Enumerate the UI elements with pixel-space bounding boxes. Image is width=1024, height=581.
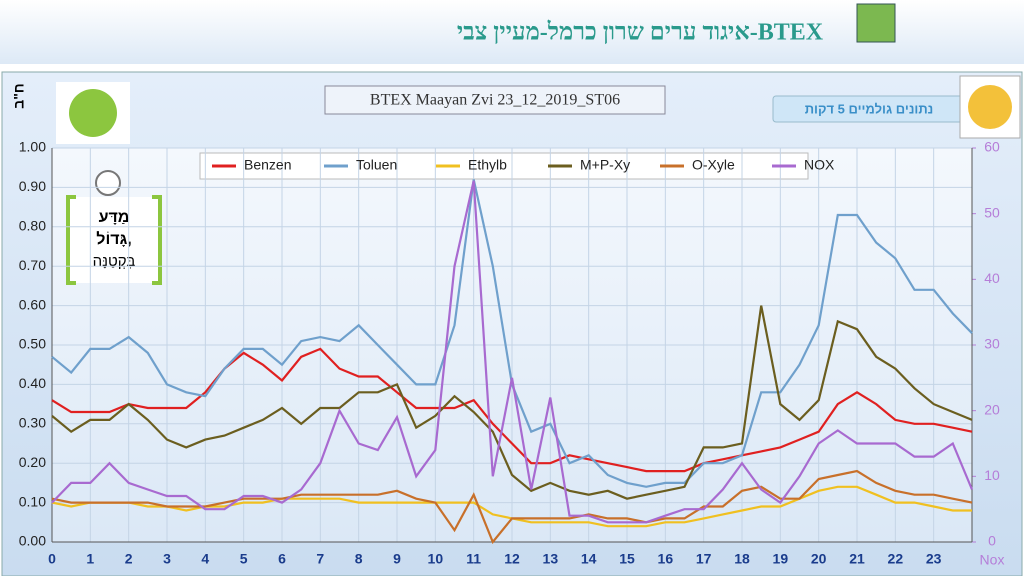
- x-tick-label: 14: [581, 551, 597, 567]
- y-tick-label: 0.50: [19, 336, 46, 352]
- x-tick-label: 3: [163, 551, 171, 567]
- x-tick-label: 0: [48, 551, 56, 567]
- x-tick-label: 10: [428, 551, 444, 567]
- title-box: [324, 85, 666, 115]
- x-tick-label: 9: [393, 551, 401, 567]
- magnifier: [95, 170, 121, 196]
- science-logo-text: מַדָּע: [99, 209, 130, 226]
- y-tick-label: 1.00: [19, 139, 46, 155]
- y-axis-label: ח"ב: [11, 83, 27, 108]
- x-tick-label: 1: [86, 551, 94, 567]
- legend-label: Toluen: [356, 157, 397, 173]
- x-tick-label: 6: [278, 551, 286, 567]
- science-logo-bg: [68, 197, 160, 283]
- legend-label: Benzen: [244, 157, 291, 173]
- x-tick-label: 20: [811, 551, 827, 567]
- header-title: איגוד ערים שרון כרמל-מעיין צבי-BTEX: [457, 20, 824, 46]
- right-logo-mark: [968, 85, 1012, 129]
- y-tick-label: 0.20: [19, 454, 46, 470]
- y-tick-label: 0.80: [19, 218, 46, 234]
- left-logo-mark: [69, 89, 117, 137]
- science-logo-brackets: [66, 195, 162, 285]
- series-line: [51, 179, 973, 488]
- x-tick-label: 5: [240, 551, 248, 567]
- raw-data-button-label[interactable]: נתונים גולמיים 5 דקות: [805, 101, 934, 116]
- legend: [199, 152, 809, 180]
- y-tick-label: 0.60: [19, 296, 46, 312]
- y2-tick-label: 10: [984, 467, 1000, 483]
- legend-label: Ethylb: [468, 157, 507, 173]
- x-tick-label: 16: [658, 551, 674, 567]
- y2-tick-label: 40: [984, 270, 1000, 286]
- legend-label: M+P-Xy: [580, 157, 630, 173]
- series-line: [51, 347, 973, 473]
- x-tick-label: 13: [543, 551, 559, 567]
- series-line: [51, 469, 973, 545]
- science-logo: מַדָּע גָּדוֹל, בִּקְטַנָּה: [66, 170, 162, 285]
- series-line: [51, 180, 974, 524]
- x-tick-label: 4: [201, 551, 209, 567]
- y-tick-label: 0.00: [19, 533, 46, 549]
- x-tick-label: 8: [355, 551, 363, 567]
- y-tick-label: 0.70: [19, 257, 46, 273]
- legend-label: O-Xyle: [692, 157, 735, 173]
- series-line: [51, 305, 973, 500]
- header-bar: [0, 0, 1024, 64]
- x-tick-label: 17: [696, 551, 712, 567]
- x-tick-label: 18: [734, 551, 750, 567]
- y2-tick-label: 50: [984, 204, 1000, 220]
- y2-tick-label: 0: [988, 533, 996, 549]
- x-tick-label: 11: [466, 551, 481, 567]
- y2-tick-label: 60: [984, 139, 1000, 155]
- y-tick-label: 0.10: [19, 493, 46, 509]
- y2-tick-label: 30: [984, 336, 1000, 352]
- x-tick-label: 7: [316, 551, 324, 567]
- y-tick-label: 0.90: [19, 178, 46, 194]
- header-logo: [856, 3, 896, 43]
- x-tick-label: 2: [125, 551, 133, 567]
- legend-label: NOX: [804, 157, 835, 173]
- y2-tick-label: 20: [984, 401, 1000, 417]
- y2-axis-label: Nox: [980, 552, 1005, 568]
- x-tick-label: 21: [849, 551, 865, 567]
- x-tick-label: 19: [773, 551, 789, 567]
- y-tick-label: 0.30: [19, 415, 46, 431]
- x-tick-label: 22: [888, 551, 904, 567]
- science-logo-text: גָּדוֹל,: [96, 230, 131, 248]
- x-tick-label: 15: [619, 551, 635, 567]
- y-tick-label: 0.40: [19, 375, 46, 391]
- x-tick-label: 23: [926, 551, 942, 567]
- chart-title: BTEX Maayan Zvi 23_12_2019_ST06: [370, 92, 620, 109]
- x-tick-label: 12: [504, 551, 520, 567]
